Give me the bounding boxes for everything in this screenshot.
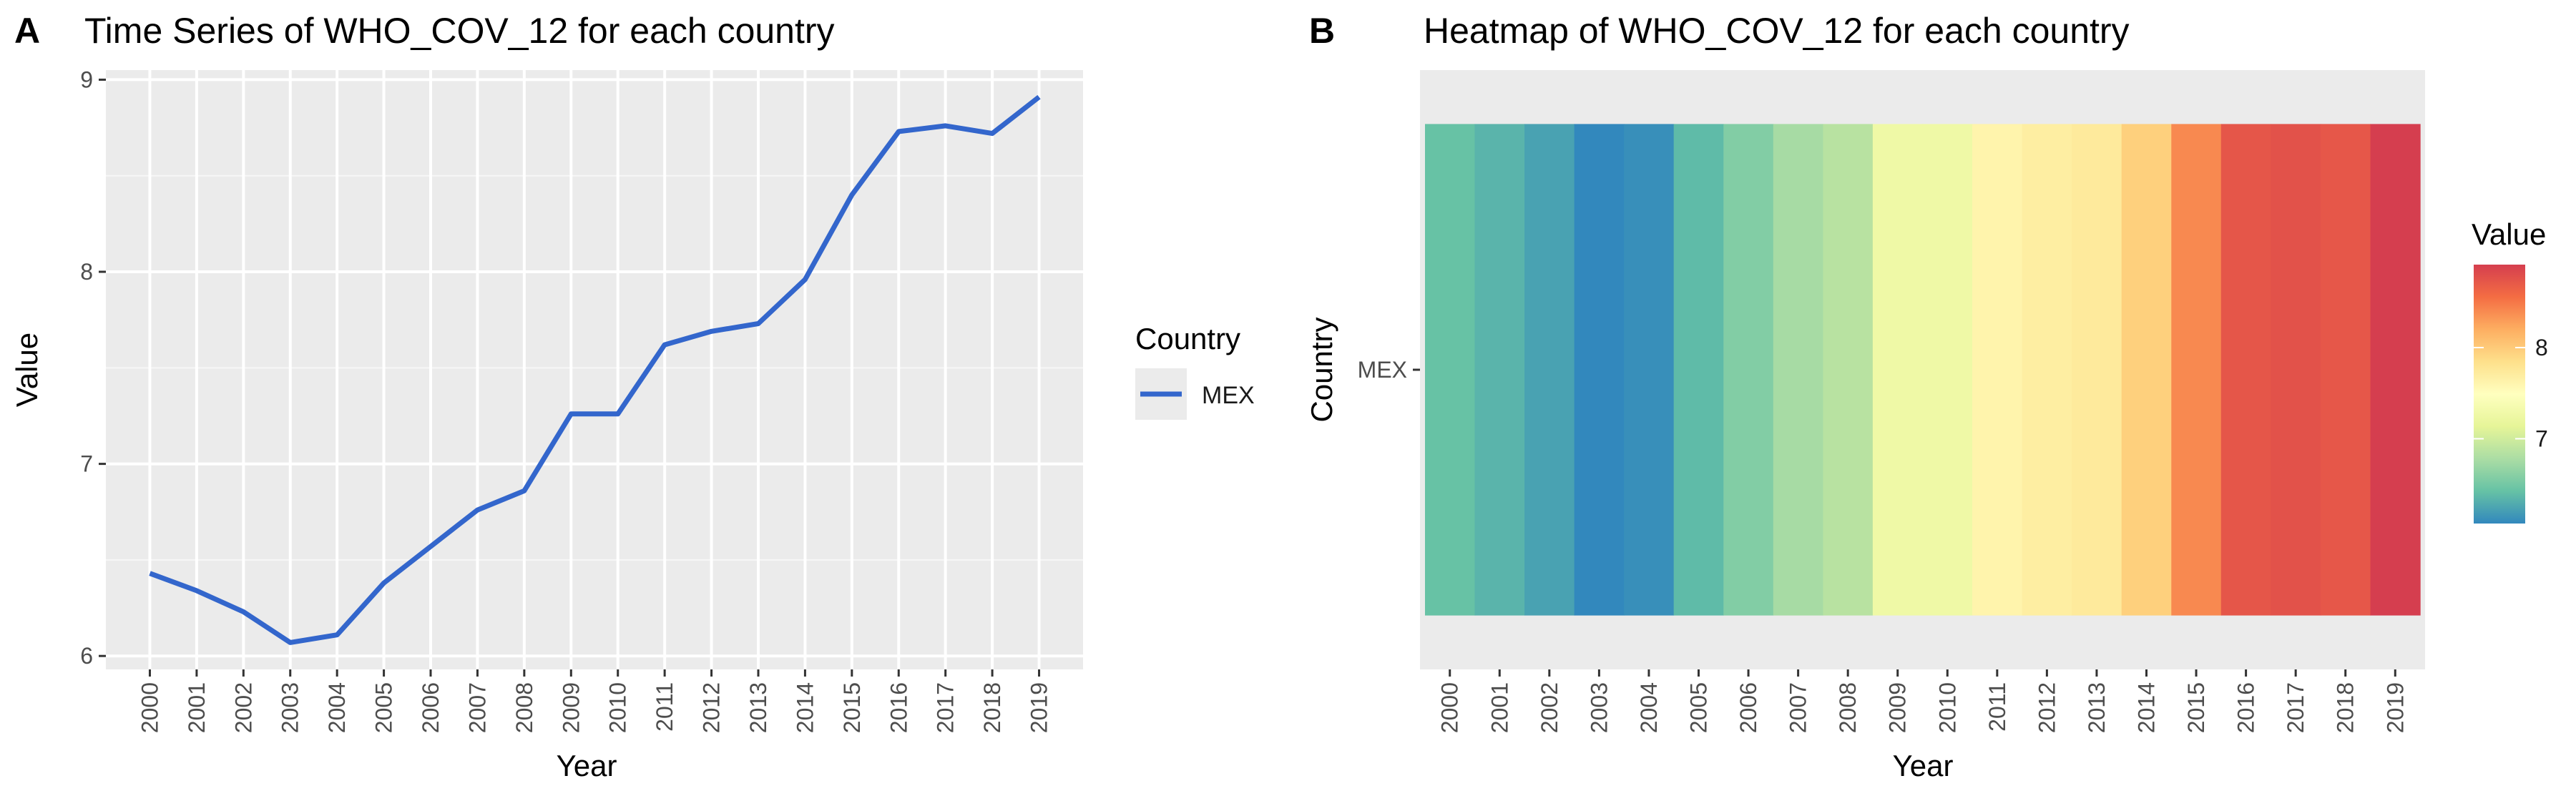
heatmap-tile	[1474, 124, 1525, 616]
panel-b-y-tick-label: MEX	[1358, 357, 1407, 383]
heatmap-tile	[1872, 124, 1924, 616]
panel-a-x-tick-label: 2011	[652, 682, 677, 732]
panel-b-y-axis: MEX	[1358, 357, 1420, 383]
panel-a-series	[149, 94, 1041, 645]
panel-b-x-tick-label: 2012	[2034, 682, 2060, 733]
panel-b-x-tick-label: 2013	[2084, 682, 2110, 733]
fill-legend-title: Value	[2472, 217, 2546, 251]
panel-a-x-tick-label: 2001	[184, 682, 210, 733]
panel-b-x-tick-label: 2005	[1686, 682, 1712, 733]
panel-a-title: Time Series of WHO_COV_12 for each count…	[84, 11, 835, 51]
panel-a-plot-background	[106, 70, 1083, 669]
panel-b-x-tick-label: 2011	[1984, 682, 2010, 732]
heatmap-tile	[2121, 124, 2172, 616]
panel-a-x-tick-label: 2003	[278, 682, 303, 733]
line-legend-title: Country	[1135, 322, 1240, 355]
panel-b-x-tick-label: 2016	[2233, 682, 2259, 733]
panel-a-x-tick-label: 2005	[371, 682, 397, 733]
panel-b-x-tick-label: 2004	[1636, 682, 1662, 733]
heatmap-tile	[1823, 124, 1874, 616]
panel-b-x-tick-label: 2006	[1735, 682, 1761, 733]
line-legend: Country MEX	[1135, 322, 1255, 420]
panel-b-x-tick-label: 2009	[1885, 682, 1911, 733]
panel-a-x-label: Year	[557, 749, 617, 782]
panel-a-x-tick-label: 2008	[511, 682, 537, 733]
panel-b-tag: B	[1309, 11, 1335, 51]
panel-b-x-axis: 2000 2001 2002 2003 2004 2005 2006 2007 2008 2009…	[1437, 669, 2408, 733]
heatmap-tile	[1922, 124, 1973, 616]
heatmap-tile	[2320, 124, 2371, 616]
panel-b-x-label: Year	[1893, 749, 1954, 782]
heatmap-tile	[2271, 124, 2321, 616]
heatmap-tile	[2171, 124, 2222, 616]
heatmap-tile	[1574, 124, 1625, 616]
panel-b-tiles	[1425, 124, 2421, 616]
panel-a-x-tick-label: 2015	[839, 682, 865, 733]
panel-a-x-tick-label: 2018	[979, 682, 1005, 733]
panel-a-y-tick-label: 6	[80, 643, 93, 669]
heatmap-tile	[1425, 124, 1476, 616]
fill-legend: Value 78	[2472, 217, 2548, 524]
panel-a-x-tick-label: 2014	[792, 682, 818, 733]
panel-b-x-tick-label: 2003	[1586, 682, 1612, 733]
panel-b-y-label: Country	[1305, 317, 1338, 422]
panel-a-x-tick-label: 2004	[324, 682, 350, 733]
panel-a-tag: A	[14, 11, 40, 51]
heatmap-tile	[2072, 124, 2122, 616]
panel-a-x-tick-label: 2019	[1027, 682, 1052, 733]
heatmap-tile	[2370, 124, 2421, 616]
panel-b-x-tick-label: 2000	[1437, 682, 1463, 733]
panel-a-x-tick-label: 2007	[464, 682, 490, 733]
panel-a: A Time Series of WHO_COV_12 for each cou…	[10, 11, 1255, 782]
heatmap-tile	[2220, 124, 2271, 616]
panel-b-x-tick-label: 2001	[1487, 682, 1512, 733]
panel-b-x-tick-label: 2019	[2382, 682, 2408, 733]
heatmap-tile	[1723, 124, 1774, 616]
panel-b-x-tick-label: 2017	[2283, 682, 2308, 733]
fill-legend-tick-label: 8	[2535, 335, 2548, 360]
panel-a-x-axis: 2000 2001 2002 2003 2004 2005 2006 2007 2008 2009…	[137, 669, 1052, 733]
fill-legend-ticks: 78	[2474, 335, 2548, 451]
series-line-mex	[149, 94, 1041, 645]
panel-a-x-tick-label: 2006	[418, 682, 444, 733]
panel-a-x-tick-label: 2012	[699, 682, 725, 733]
line-legend-label: MEX	[1202, 382, 1255, 409]
panel-b-x-tick-label: 2014	[2133, 682, 2159, 733]
fill-legend-tick-label: 7	[2535, 426, 2548, 451]
heatmap-tile	[1673, 124, 1724, 616]
panel-b-x-tick-label: 2008	[1835, 682, 1861, 733]
panel-a-x-tick-label: 2000	[137, 682, 162, 733]
panel-b: B Heatmap of WHO_COV_12 for each country…	[1305, 11, 2548, 782]
panel-a-x-tick-label: 2017	[933, 682, 959, 733]
panel-b-title: Heatmap of WHO_COV_12 for each country	[1424, 11, 2130, 51]
panel-a-y-axis: 6 7 8 9	[80, 67, 106, 669]
panel-a-y-label: Value	[10, 333, 44, 407]
panel-b-x-tick-label: 2002	[1537, 682, 1562, 733]
panel-a-x-tick-label: 2016	[886, 682, 911, 733]
panel-a-y-tick-label: 9	[80, 67, 93, 92]
heatmap-tile	[2022, 124, 2072, 616]
panel-a-x-tick-label: 2002	[230, 682, 256, 733]
fill-legend-colorbar	[2474, 265, 2525, 524]
panel-a-gridlines	[106, 70, 1083, 669]
heatmap-tile	[1524, 124, 1575, 616]
panel-b-x-tick-label: 2007	[1786, 682, 1811, 733]
panel-a-x-tick-label: 2009	[558, 682, 584, 733]
panel-b-x-tick-label: 2018	[2333, 682, 2359, 733]
panel-b-x-tick-label: 2015	[2183, 682, 2209, 733]
heatmap-tile	[1972, 124, 2023, 616]
panel-a-x-tick-label: 2013	[745, 682, 771, 733]
panel-a-y-tick-label: 8	[80, 259, 93, 285]
heatmap-tile	[1624, 124, 1675, 616]
panel-b-x-tick-label: 2010	[1934, 682, 1960, 733]
heatmap-tile	[1773, 124, 1823, 616]
panel-a-y-tick-label: 7	[80, 451, 93, 477]
panel-a-x-tick-label: 2010	[605, 682, 631, 733]
